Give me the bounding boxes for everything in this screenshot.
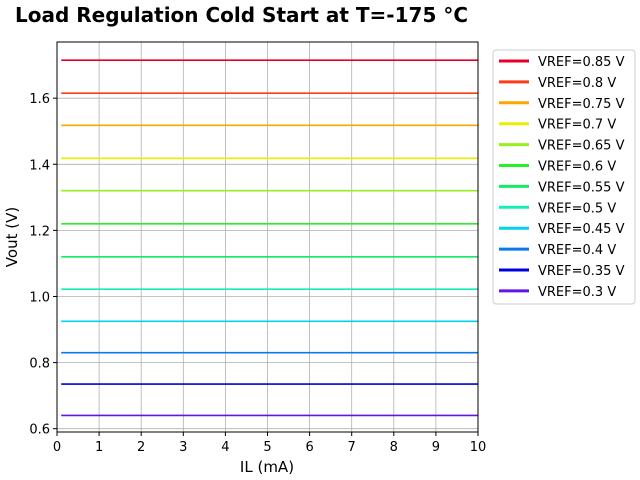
y-tick-label: 1.4 xyxy=(29,158,50,173)
legend-label: VREF=0.4 V xyxy=(538,243,616,258)
x-tick-label: 6 xyxy=(305,440,313,455)
legend: VREF=0.85 V VREF=0.8 V VREF=0.75 V VREF=0.7… xyxy=(492,49,636,305)
legend-label: VREF=0.75 V xyxy=(538,97,625,112)
legend-label: VREF=0.85 V xyxy=(538,55,625,70)
x-tick-label: 10 xyxy=(470,440,487,455)
x-tick-label: 0 xyxy=(53,440,61,455)
x-tick-label: 1 xyxy=(95,440,103,455)
legend-label: VREF=0.3 V xyxy=(538,285,616,300)
y-axis-label: Vout (V) xyxy=(3,207,21,267)
legend-label: VREF=0.45 V xyxy=(538,222,625,237)
x-tick-label: 9 xyxy=(432,440,440,455)
y-axis-ticks: 0.6 0.8 1.0 1.2 1.4 1.6 xyxy=(29,92,57,438)
legend-label: VREF=0.7 V xyxy=(538,118,616,133)
grid xyxy=(56,42,479,432)
legend-box xyxy=(492,49,636,305)
x-axis-label: IL (mA) xyxy=(240,458,294,476)
x-tick-label: 3 xyxy=(179,440,187,455)
y-tick-label: 1.2 xyxy=(29,224,50,239)
x-tick-label: 5 xyxy=(263,440,271,455)
legend-label: VREF=0.6 V xyxy=(538,160,616,175)
legend-label: VREF=0.5 V xyxy=(538,201,616,216)
x-tick-label: 7 xyxy=(348,440,356,455)
y-tick-label: 1.0 xyxy=(29,290,50,305)
x-tick-label: 2 xyxy=(137,440,145,455)
legend-label: VREF=0.65 V xyxy=(538,139,625,154)
legend-label: VREF=0.55 V xyxy=(538,180,625,195)
legend-label: VREF=0.35 V xyxy=(538,264,625,279)
legend-items: VREF=0.85 V VREF=0.8 V VREF=0.75 V VREF=0.7… xyxy=(499,55,625,300)
x-tick-label: 8 xyxy=(390,440,398,455)
y-tick-label: 0.8 xyxy=(29,357,50,372)
y-tick-label: 1.6 xyxy=(29,92,50,107)
chart-title: Load Regulation Cold Start at T=-175 °C xyxy=(15,3,468,27)
x-axis-ticks: 0 1 2 3 4 5 6 7 8 9 10 xyxy=(53,432,486,455)
legend-label: VREF=0.8 V xyxy=(538,76,616,91)
x-tick-label: 4 xyxy=(221,440,229,455)
series-lines xyxy=(61,59,478,417)
y-tick-label: 0.6 xyxy=(29,423,50,438)
